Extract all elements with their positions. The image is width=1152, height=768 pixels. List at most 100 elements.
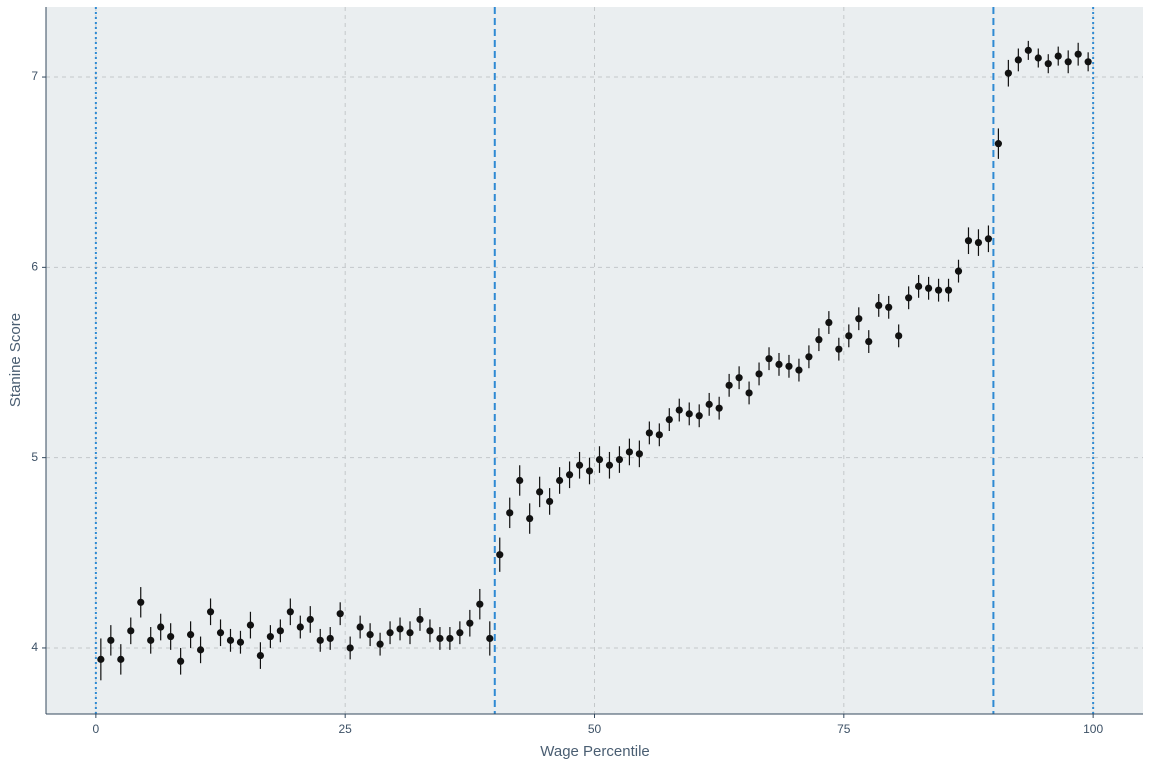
point <box>845 332 853 340</box>
point <box>216 629 225 637</box>
point <box>456 629 464 637</box>
point <box>506 509 514 517</box>
point <box>715 404 723 412</box>
point <box>466 619 474 627</box>
point <box>805 353 813 361</box>
x-axis-title: Wage Percentile <box>540 743 650 760</box>
point <box>396 625 404 633</box>
point <box>206 608 215 616</box>
point <box>855 315 863 323</box>
point <box>555 476 564 485</box>
point <box>316 636 324 644</box>
point <box>1084 58 1092 66</box>
point <box>685 410 693 418</box>
point <box>346 644 354 652</box>
point <box>167 632 175 641</box>
y-tick-label: 4 <box>31 640 38 654</box>
point <box>496 551 504 559</box>
point <box>1024 46 1032 54</box>
point <box>625 448 634 456</box>
point <box>336 610 344 618</box>
point <box>775 360 783 369</box>
point <box>675 406 683 414</box>
point <box>655 431 663 439</box>
point <box>615 455 624 464</box>
point <box>725 381 733 389</box>
point <box>785 362 793 370</box>
point <box>416 615 424 624</box>
point <box>1034 54 1042 62</box>
point <box>526 514 534 523</box>
point <box>306 615 314 624</box>
point <box>127 627 135 635</box>
point <box>187 631 195 639</box>
point <box>196 646 205 654</box>
point <box>895 332 903 340</box>
point <box>645 429 653 437</box>
point <box>994 140 1002 148</box>
point <box>137 598 145 606</box>
point <box>934 286 943 294</box>
point <box>426 627 434 635</box>
point <box>635 450 643 458</box>
point <box>585 467 594 475</box>
point <box>107 636 115 644</box>
point <box>406 629 414 637</box>
x-tick-label: 50 <box>588 722 602 736</box>
point <box>924 284 933 292</box>
point <box>1044 60 1052 68</box>
point <box>266 632 274 641</box>
point <box>516 476 524 485</box>
point <box>296 623 304 631</box>
point <box>795 366 803 374</box>
y-tick-label: 7 <box>31 69 38 83</box>
point <box>905 294 913 302</box>
point <box>246 621 255 629</box>
point <box>885 303 893 311</box>
point <box>486 634 494 643</box>
point <box>117 655 125 663</box>
point <box>1074 50 1082 58</box>
point <box>386 629 394 637</box>
x-tick-label: 0 <box>93 722 100 736</box>
point <box>765 355 773 363</box>
point <box>974 239 983 247</box>
point <box>177 657 185 665</box>
point <box>276 627 284 635</box>
point <box>226 636 235 644</box>
point <box>157 623 165 631</box>
point <box>705 400 713 408</box>
point <box>665 415 673 424</box>
point <box>865 337 873 346</box>
point <box>1054 52 1062 60</box>
x-tick-label: 75 <box>837 722 851 736</box>
point <box>1014 56 1022 64</box>
point <box>964 237 973 245</box>
y-axis-title: Stanine Score <box>7 313 24 407</box>
point <box>565 471 574 479</box>
point <box>256 651 265 660</box>
x-tick-label: 25 <box>339 722 353 736</box>
point <box>376 640 384 648</box>
point <box>605 461 614 469</box>
point <box>356 623 364 631</box>
point <box>984 235 993 243</box>
point <box>97 655 105 663</box>
point <box>436 634 444 643</box>
point <box>536 488 544 496</box>
point <box>875 301 883 310</box>
point <box>915 282 923 290</box>
point <box>755 370 763 378</box>
point <box>1064 58 1072 66</box>
point <box>546 497 554 506</box>
point <box>286 608 294 616</box>
y-tick-label: 6 <box>31 260 38 274</box>
point <box>446 634 454 643</box>
point <box>745 389 753 397</box>
point <box>476 600 484 608</box>
point <box>825 318 833 327</box>
point <box>735 374 743 382</box>
point <box>815 336 823 344</box>
point <box>575 461 584 469</box>
